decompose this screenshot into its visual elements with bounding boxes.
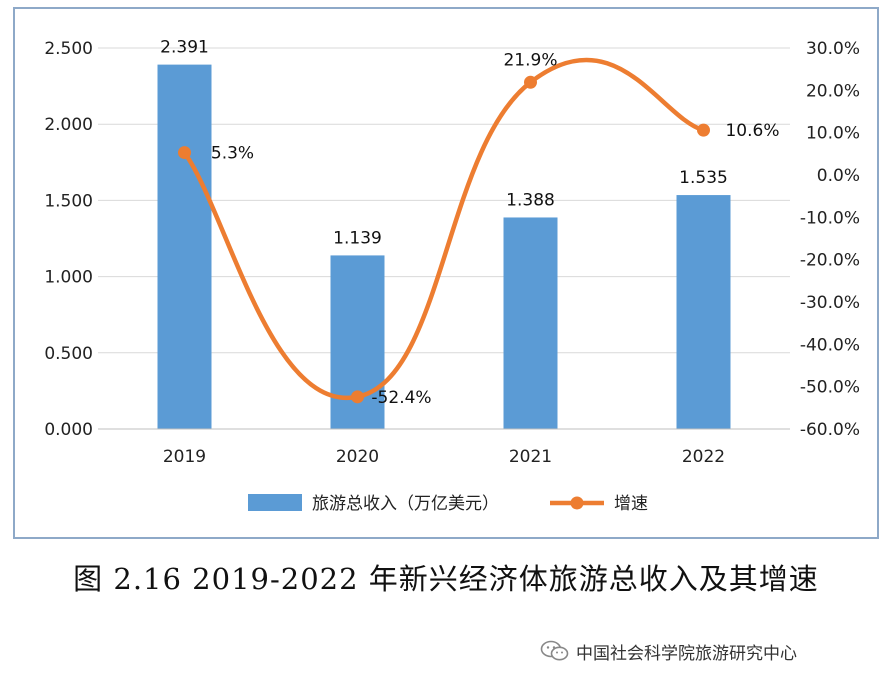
left-tick-label: 0.000 <box>44 420 93 440</box>
growth-point <box>697 123 710 137</box>
right-y-axis: -60.0% -50.0% -40.0% -30.0% -20.0% -10.0% 0.0%… <box>800 39 860 440</box>
chart-frame: 0.000 0.500 1.000 1.500 2.000 2.500 -60.0% -50… <box>13 7 879 539</box>
right-tick-label: -30.0% <box>800 293 860 313</box>
right-tick-label: 20.0% <box>806 81 860 101</box>
watermark: 中国社会科学院旅游研究中心 <box>540 636 797 666</box>
bar-value-label: 1.388 <box>506 190 555 210</box>
left-tick-label: 2.000 <box>44 115 93 135</box>
bar <box>676 195 731 429</box>
growth-value-label: 5.3% <box>211 144 254 164</box>
x-tick-label: 2020 <box>336 447 379 467</box>
wechat-icon <box>540 640 569 661</box>
bar-value-label: 1.535 <box>679 168 728 188</box>
growth-value-label: -52.4% <box>371 388 431 408</box>
left-tick-label: 0.500 <box>44 344 93 364</box>
right-tick-label: -10.0% <box>800 208 860 228</box>
legend-swatch-bar <box>248 494 302 511</box>
right-tick-label: 30.0% <box>806 39 860 59</box>
bar-value-label: 2.391 <box>160 38 209 58</box>
growth-point <box>351 390 364 404</box>
right-tick-label: 10.0% <box>806 124 860 144</box>
legend: 旅游总收入（万亿美元） 增速 <box>248 494 648 514</box>
right-tick-label: -60.0% <box>800 420 860 440</box>
right-tick-label: -40.0% <box>800 335 860 355</box>
right-tick-label: -50.0% <box>800 378 860 398</box>
growth-line <box>182 57 706 401</box>
legend-swatch-marker <box>570 496 584 510</box>
bar <box>503 217 558 429</box>
bar <box>157 64 212 429</box>
combo-chart: 0.000 0.500 1.000 1.500 2.000 2.500 -60.0% -50… <box>44 38 860 514</box>
bar-series <box>157 64 731 429</box>
growth-point <box>524 75 537 89</box>
left-y-axis: 0.000 0.500 1.000 1.500 2.000 2.500 <box>44 39 93 440</box>
growth-value-label: 10.6% <box>725 121 779 141</box>
right-tick-label: -20.0% <box>800 251 860 271</box>
figure-caption: 图 2.16 2019-2022 年新兴经济体旅游总收入及其增速 <box>73 562 819 596</box>
watermark-text: 中国社会科学院旅游研究中心 <box>576 643 797 664</box>
bar-value-label: 1.139 <box>333 228 382 248</box>
legend-label-bar: 旅游总收入（万亿美元） <box>312 494 499 514</box>
x-tick-label: 2022 <box>682 447 725 467</box>
growth-value-label: 21.9% <box>503 50 557 70</box>
right-tick-label: 0.0% <box>817 166 860 186</box>
left-tick-label: 1.000 <box>44 268 93 288</box>
left-tick-label: 1.500 <box>44 191 93 211</box>
x-axis: 2019 2020 2021 2022 <box>98 428 790 467</box>
growth-point <box>178 146 191 160</box>
left-tick-label: 2.500 <box>44 39 93 59</box>
line-series <box>178 57 710 404</box>
x-tick-label: 2021 <box>509 447 552 467</box>
x-tick-label: 2019 <box>163 447 206 467</box>
data-labels: 2.391 1.139 1.388 1.535 5.3% -52.4% 21.9% 10.6% <box>160 38 779 408</box>
legend-label-line: 增速 <box>614 494 648 514</box>
